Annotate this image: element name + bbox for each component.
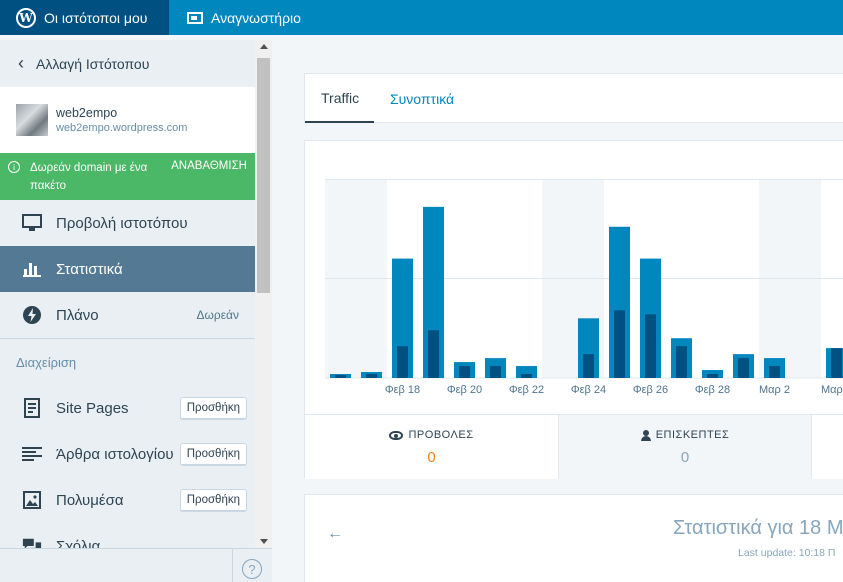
bar-visitors[interactable] xyxy=(459,366,470,378)
x-tick-label: Φεβ 22 xyxy=(508,384,545,396)
stats-tabs: Traffic Συνοπτικά xyxy=(304,73,843,123)
computer-icon xyxy=(22,213,42,233)
x-tick-label: Φεβ 26 xyxy=(632,384,669,396)
site-url: web2empo.wordpress.com xyxy=(56,122,188,134)
wordpress-logo-icon: W xyxy=(16,7,36,28)
help-button[interactable]: ? xyxy=(242,559,262,579)
views-value: 0 xyxy=(427,449,436,466)
bar-visitors[interactable] xyxy=(738,358,749,378)
x-tick-label: Φεβ 24 xyxy=(570,384,607,396)
likes-tab[interactable] xyxy=(811,415,843,479)
comments-icon xyxy=(22,536,42,548)
chevron-left-icon: ‹ xyxy=(18,53,24,73)
upgrade-link[interactable]: ΑΝΑΒΑΘΜΙΣΗ xyxy=(171,160,247,172)
switch-site-button[interactable]: ‹ Αλλαγή Ιστότοπου xyxy=(0,40,255,87)
site-icon xyxy=(16,104,48,136)
bar-visitors[interactable] xyxy=(335,375,346,378)
reader-label: Αναγνωστήριο xyxy=(211,9,301,26)
views-label: ΠΡΟΒΟΛΕΣ xyxy=(408,429,474,441)
bar-chart-icon xyxy=(22,259,42,279)
sidebar-divider xyxy=(0,338,255,339)
arrow-left-icon[interactable]: ← xyxy=(327,525,343,542)
bar-visitors[interactable] xyxy=(397,346,408,378)
scroll-up-icon[interactable] xyxy=(260,44,268,49)
sidebar-item-label: Στατιστικά xyxy=(56,260,123,278)
sidebar-item-comments[interactable]: Σχόλια xyxy=(0,523,255,548)
x-axis-labels: Φεβ 18 Φεβ 20 Φεβ 22 Φεβ 24 Φεβ 26 Φεβ 28 Μαρ … xyxy=(325,384,843,400)
x-tick-label: Φεβ 28 xyxy=(694,384,731,396)
bar-visitors[interactable] xyxy=(645,314,656,378)
info-icon: i xyxy=(8,161,20,173)
reader-icon xyxy=(187,11,203,24)
scrollbar-thumb[interactable] xyxy=(257,58,270,293)
sidebar-item-blog-posts[interactable]: Άρθρα ιστολογίου Προσθήκη xyxy=(0,431,255,477)
bar-visitors[interactable] xyxy=(707,374,718,378)
sidebar-item-media[interactable]: Πολυμέσα Προσθήκη xyxy=(0,477,255,523)
bar-chart[interactable] xyxy=(325,179,843,380)
tab-insights[interactable]: Συνοπτικά xyxy=(390,90,455,107)
image-icon xyxy=(22,490,42,510)
tab-traffic[interactable]: Traffic xyxy=(305,74,374,123)
sidebar-scrollbar[interactable] xyxy=(255,40,272,548)
footer-divider xyxy=(232,549,233,582)
scroll-down-icon[interactable] xyxy=(260,539,268,544)
domain-upgrade-notice[interactable]: i Δωρεάν domain με ένα πακέτο ΑΝΑΒΑΘΜΙΣΗ xyxy=(0,153,255,200)
bar-visitors[interactable] xyxy=(521,374,532,378)
person-icon xyxy=(640,429,651,441)
visitors-value: 0 xyxy=(680,449,690,466)
reader-button[interactable]: Αναγνωστήριο xyxy=(169,0,301,35)
x-tick-label: Φεβ 18 xyxy=(384,384,421,396)
views-tab[interactable]: ΠΡΟΒΟΛΕΣ 0 xyxy=(305,415,558,479)
sidebar-item-stats[interactable]: Στατιστικά xyxy=(0,246,255,292)
posts-icon xyxy=(22,444,42,464)
add-page-button[interactable]: Προσθήκη xyxy=(179,396,247,420)
bar-visitors[interactable] xyxy=(490,366,501,378)
my-sites-button[interactable]: W Οι ιστότοποι μου xyxy=(0,0,169,35)
bar-views[interactable] xyxy=(516,366,537,378)
add-post-button[interactable]: Προσθήκη xyxy=(179,442,247,466)
bar-visitors[interactable] xyxy=(583,354,594,378)
visitors-tab[interactable]: ΕΠΙΣΚΕΠΤΕΣ 0 xyxy=(558,415,811,479)
add-media-button[interactable]: Προσθήκη xyxy=(179,488,247,512)
chart-svg xyxy=(325,179,843,379)
plan-badge: Δωρεάν xyxy=(196,308,240,322)
last-update-text: Last update: 10:18 Π xyxy=(738,547,836,559)
sidebar-item-site-pages[interactable]: Site Pages Προσθήκη xyxy=(0,385,255,431)
lightning-icon xyxy=(22,305,42,325)
sidebar-item-plan[interactable]: Πλάνο Δωρεάν xyxy=(0,292,255,338)
bar-views[interactable] xyxy=(702,370,723,378)
stats-detail-card: ← Στατιστικά για 18 Μ Last update: 10:18… xyxy=(304,494,843,582)
sidebar-item-label: Προβολή ιστοτόπου xyxy=(56,214,188,232)
x-tick-label: Μαρ 2 xyxy=(759,384,790,396)
sidebar: ‹ Αλλαγή Ιστότοπου web2empo web2empo.wor… xyxy=(0,40,255,548)
eye-icon xyxy=(389,430,404,440)
switch-site-label: Αλλαγή Ιστότοπου xyxy=(36,55,150,72)
page-icon xyxy=(22,398,42,418)
stats-for-title: Στατιστικά για 18 Μ xyxy=(673,517,843,539)
manage-heading: Διαχείριση xyxy=(16,354,77,370)
sidebar-footer: ? xyxy=(0,548,272,582)
stat-type-tabs: ΠΡΟΒΟΛΕΣ 0 ΕΠΙΣΚΕΠΤΕΣ 0 xyxy=(305,414,843,479)
bar-visitors[interactable] xyxy=(831,348,842,378)
bar-visitors[interactable] xyxy=(428,330,439,378)
current-site-card[interactable]: web2empo web2empo.wordpress.com xyxy=(0,87,255,153)
masterbar: W Οι ιστότοποι μου Αναγνωστήριο xyxy=(0,0,843,35)
sidebar-item-label: Άρθρα ιστολογίου xyxy=(56,445,174,463)
site-name: web2empo xyxy=(56,106,118,120)
bar-visitors[interactable] xyxy=(614,310,625,378)
sidebar-item-label: Σχόλια xyxy=(56,537,101,549)
x-tick-label: Μαρ 4 xyxy=(821,384,843,396)
sidebar-item-label: Πολυμέσα xyxy=(56,491,124,509)
x-tick-label: Φεβ 20 xyxy=(446,384,483,396)
bar-visitors[interactable] xyxy=(366,374,377,378)
sidebar-item-view-site[interactable]: Προβολή ιστοτόπου xyxy=(0,200,255,246)
bar-visitors[interactable] xyxy=(676,346,687,378)
bar-visitors[interactable] xyxy=(769,366,780,378)
domain-notice-text: Δωρεάν domain με ένα πακέτο xyxy=(30,162,148,192)
sidebar-item-label: Πλάνο xyxy=(56,306,99,324)
my-sites-label: Οι ιστότοποι μου xyxy=(44,9,148,26)
sidebar-item-label: Site Pages xyxy=(56,399,129,417)
chart-card: Φεβ 18 Φεβ 20 Φεβ 22 Φεβ 24 Φεβ 26 Φεβ 28 Μαρ … xyxy=(304,140,843,479)
visitors-label: ΕΠΙΣΚΕΠΤΕΣ xyxy=(655,429,730,441)
